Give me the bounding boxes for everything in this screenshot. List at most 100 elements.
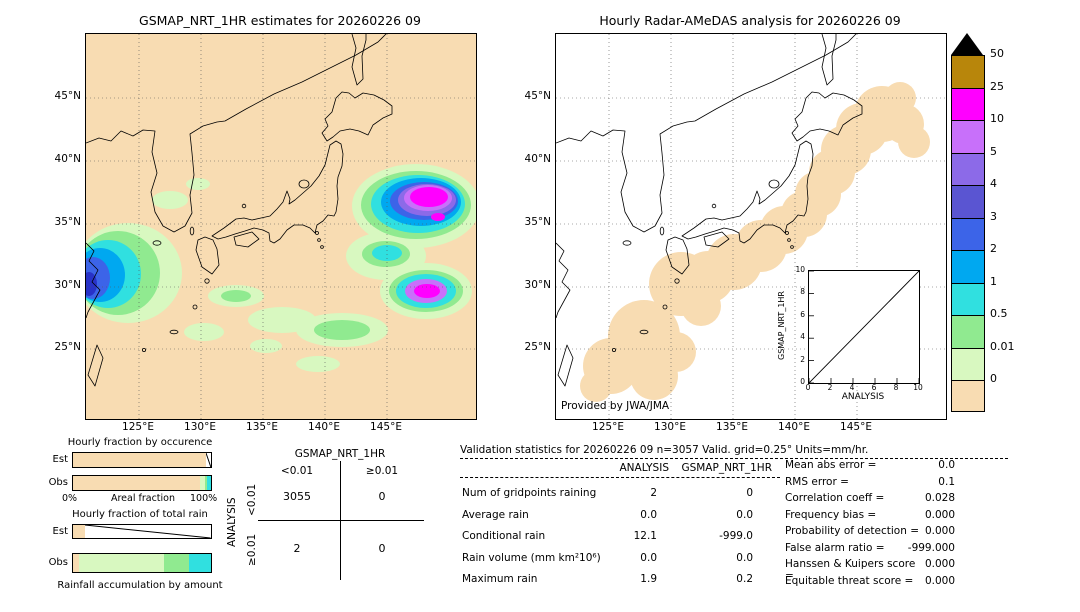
no-data-slash [85,525,211,538]
scatter-inset [808,270,920,384]
stats-analysis-value: 0.0 [640,508,657,521]
score-value: 0.000 [924,525,955,537]
gsmap-shading-magenta [410,187,448,298]
score-value: 0.000 [924,574,955,587]
amedas-lat-tick: 30°N [524,279,551,291]
score-label: False alarm ratio = [785,541,885,554]
amedas-lon-tick: 130°E [654,421,686,433]
colorbar-segment [952,153,984,186]
amedas-lon-tick: 140°E [778,421,810,433]
score-label: Mean abs error = [785,459,877,471]
amedas-lon-tick: 125°E [592,421,624,433]
score-row: Equitable threat score = 0.000 [785,575,955,587]
contingency-cell-01: 0 [378,490,386,503]
stats-header-rule [460,477,780,478]
score-value: 0.000 [924,558,955,570]
score-label: RMS error = [785,475,849,488]
colorbar-segment [952,88,984,121]
score-row: Frequency bias = 0.000 [785,509,955,521]
credit-text: Provided by JWA/JMA [561,400,670,412]
fraction-bar [72,553,212,573]
colorbar-segment [952,283,984,316]
colorbar-segment [952,218,984,251]
stats-gsmap-value: 0 [746,487,753,499]
contingency-col-group: GSMAP_NRT_1HR [294,448,386,460]
fraction-bar-segment [78,554,165,572]
inset-x-tick: 8 [893,383,899,392]
fraction-bar-segment [85,525,211,538]
stats-analysis-value: 0.0 [640,551,657,564]
score-label: Probability of detection = [785,525,920,537]
score-row: RMS error = 0.1 [785,476,955,488]
fraction-row-label: Est [52,454,68,465]
score-label: Equitable threat score = [785,574,914,587]
gsmap-map-title: GSMAP_NRT_1HR estimates for 20260226 09 [139,13,421,28]
totalrain-chart-title: Hourly fraction of total rain [72,509,208,520]
scatter-inset-plot [808,270,920,384]
totalrain-chart-footer: Rainfall accumulation by amount [57,580,223,591]
inset-y-tick: 6 [800,309,805,319]
inset-xlabel: ANALYSIS [841,392,885,402]
colorbar-label: 5 [990,144,997,158]
contingency-cell-10: 2 [293,542,301,555]
colorbar-segment [952,56,984,89]
inset-x-tick: 4 [849,383,855,392]
score-value: 0.0 [938,459,955,471]
fraction-row-label: Obs [48,557,68,568]
coastlines [85,33,393,387]
fraction-bar-segment [73,476,200,490]
colorbar-label: 10 [990,112,1004,125]
stats-gsmap-value: 0.2 [736,573,753,585]
stats-row-label: Conditional rain [462,530,546,542]
colorbar-bar [951,55,985,412]
fraction-bar-segment [199,476,205,490]
inset-y-tick: 4 [800,332,805,342]
stats-gsmap-value: 0.0 [736,551,753,564]
contingency-hline [258,520,424,521]
map-gridlines [86,34,476,419]
areal-fraction-axis-label: Areal fraction [110,493,175,504]
fraction-bar-segment [206,476,211,490]
stats-col-header-analysis: ANALYSIS [619,462,669,474]
contingency-row-label-1: ≥0.01 [246,533,258,567]
stats-analysis-value: 2 [650,487,657,499]
stats-row-label: Maximum rain [462,573,538,585]
inset-y-tick: 0 [800,377,805,386]
score-value: -999.000 [907,541,955,554]
areal-fraction-axis-min: 0% [62,493,78,504]
fraction-bar-segment [206,453,211,467]
colorbar-label: 50 [990,47,1004,60]
fraction-bar-segment [164,554,189,572]
gsmap-map [74,33,480,420]
fraction-row-label: Obs [48,477,68,488]
colorbar-label: 2 [990,242,997,255]
score-row: Hanssen & Kuipers score = 0.000 [785,558,955,582]
occurrence-chart-title: Hourly fraction by occurence [67,437,213,448]
fraction-bar-segment [204,476,207,490]
contingency-cell-11: 0 [378,542,386,555]
fraction-bar-segment [73,525,86,538]
colorbar-segment [952,186,984,219]
gsmap-lon-tick: 145°E [370,421,402,433]
inset-y-tick: 2 [800,354,805,364]
no-data-slash [206,453,211,467]
amedas-lat-tick: 40°N [524,153,551,165]
amedas-lon-tick: 135°E [716,421,748,433]
stats-row-label: Num of gridpoints raining [462,487,597,499]
contingency-cell-00: 3055 [283,490,311,503]
score-value: 0.1 [938,475,955,488]
score-row: Probability of detection = 0.000 [785,525,955,537]
score-label: Correlation coeff = [785,492,885,504]
amedas-lon-tick: 145°E [840,421,872,433]
contingency-col-label-0: <0.01 [280,465,314,477]
fraction-bar-segment [73,453,207,467]
colorbar-segment [952,381,984,411]
colorbar-overflow-triangle [951,33,983,55]
stats-row-label: Average rain [462,508,529,521]
colorbar-label: 0.01 [990,339,1015,353]
gsmap-precip-svg [74,33,480,419]
gsmap-lat-tick: 25°N [54,341,81,353]
amedas-map-title: Hourly Radar-AMeDAS analysis for 2026022… [599,13,901,28]
amedas-lat-tick: 45°N [524,90,551,102]
score-row: Mean abs error = 0.0 [785,459,955,471]
